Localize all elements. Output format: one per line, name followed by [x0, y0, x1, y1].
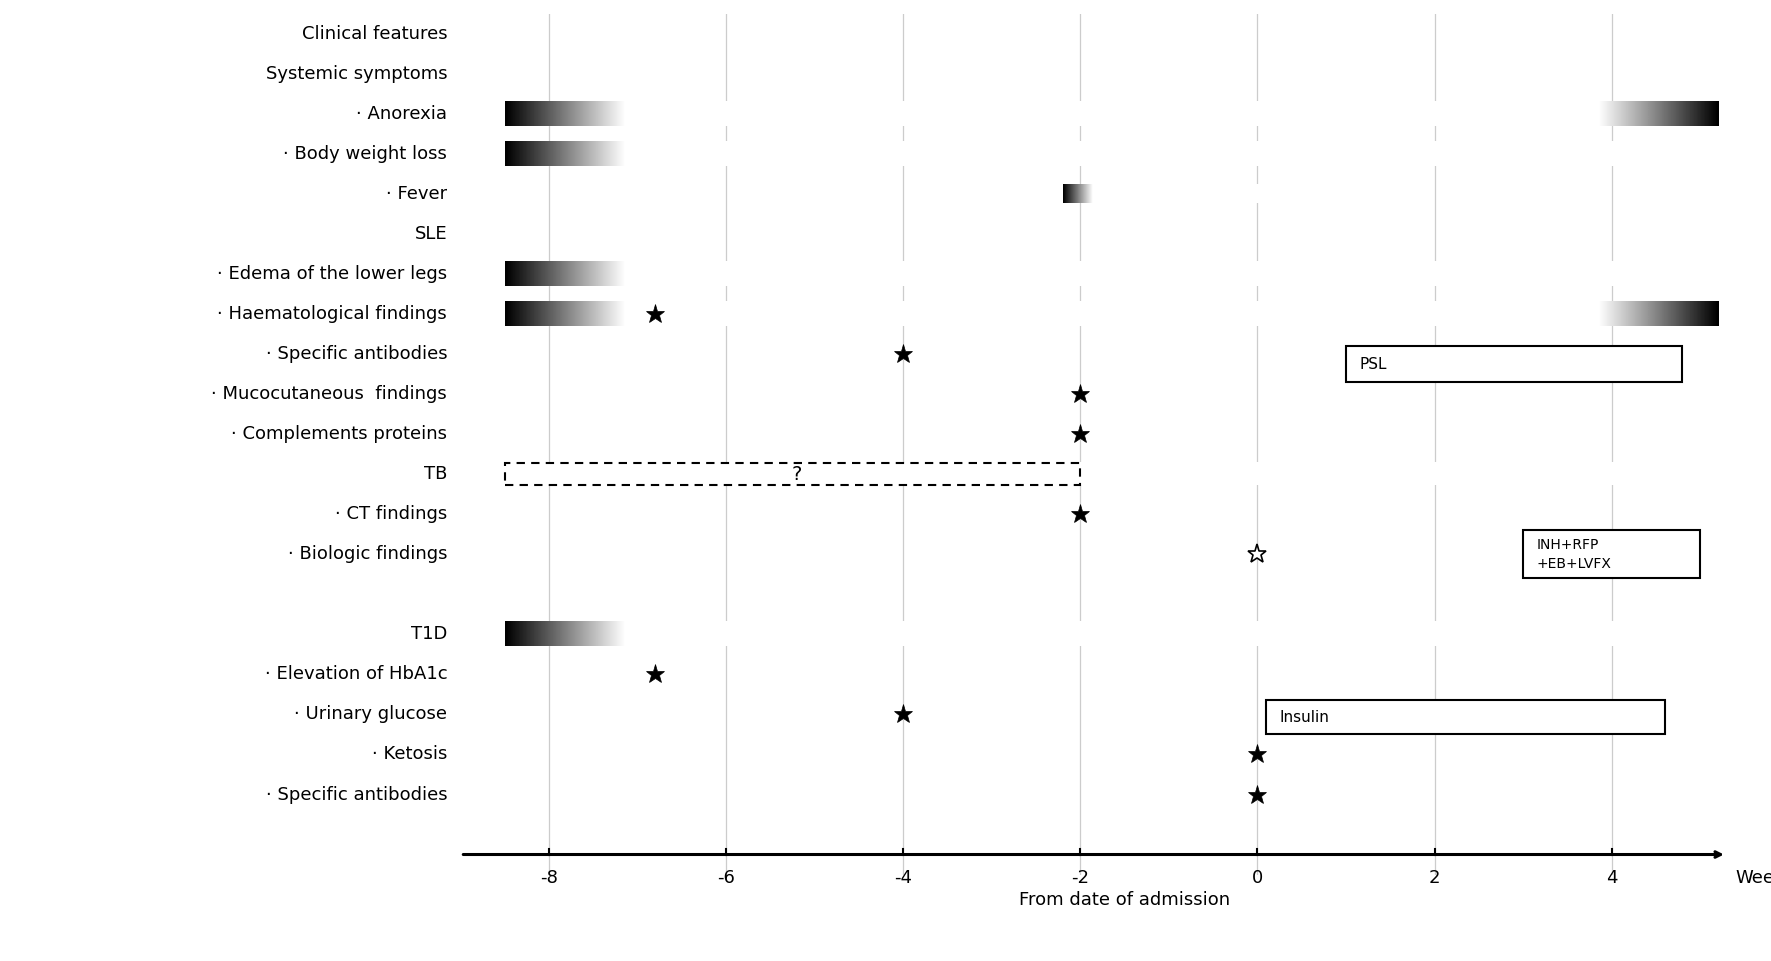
Text: From date of admission: From date of admission	[1018, 891, 1231, 908]
Text: SLE: SLE	[414, 226, 446, 243]
Text: 4: 4	[1606, 869, 1617, 886]
Text: · Specific antibodies: · Specific antibodies	[266, 785, 446, 803]
Text: -6: -6	[717, 869, 735, 886]
Text: · Edema of the lower legs: · Edema of the lower legs	[218, 265, 446, 283]
Text: -8: -8	[540, 869, 558, 886]
Text: · Body weight loss: · Body weight loss	[283, 145, 446, 163]
Bar	[505, 463, 1080, 485]
Text: -4: -4	[894, 869, 912, 886]
Text: · Urinary glucose: · Urinary glucose	[294, 705, 446, 724]
Text: · Elevation of HbA1c: · Elevation of HbA1c	[264, 665, 446, 683]
Text: -2: -2	[1071, 869, 1089, 886]
Text: TB: TB	[423, 465, 446, 483]
Text: 2: 2	[1429, 869, 1440, 886]
Text: · Biologic findings: · Biologic findings	[287, 546, 446, 563]
Text: PSL: PSL	[1358, 357, 1387, 372]
Text: · Complements proteins: · Complements proteins	[232, 426, 446, 443]
Text: ?: ?	[792, 465, 802, 484]
Text: · Fever: · Fever	[386, 185, 446, 204]
Text: Insulin: Insulin	[1279, 710, 1330, 725]
Bar	[1523, 530, 1700, 579]
Text: · Mucocutaneous  findings: · Mucocutaneous findings	[211, 385, 446, 404]
Bar	[1346, 347, 1682, 382]
Text: Systemic symptoms: Systemic symptoms	[266, 65, 446, 84]
Text: · Specific antibodies: · Specific antibodies	[266, 345, 446, 363]
Text: Clinical features: Clinical features	[301, 25, 446, 43]
Text: INH+RFP
+EB+LVFX: INH+RFP +EB+LVFX	[1535, 538, 1612, 571]
Text: 0: 0	[1252, 869, 1263, 886]
Text: · Anorexia: · Anorexia	[356, 106, 446, 123]
Text: · Ketosis: · Ketosis	[372, 746, 446, 763]
Text: Week: Week	[1736, 869, 1771, 886]
Text: · Haematological findings: · Haematological findings	[218, 306, 446, 324]
Bar	[1266, 701, 1665, 734]
Text: T1D: T1D	[411, 626, 446, 644]
Text: · CT findings: · CT findings	[335, 505, 446, 524]
